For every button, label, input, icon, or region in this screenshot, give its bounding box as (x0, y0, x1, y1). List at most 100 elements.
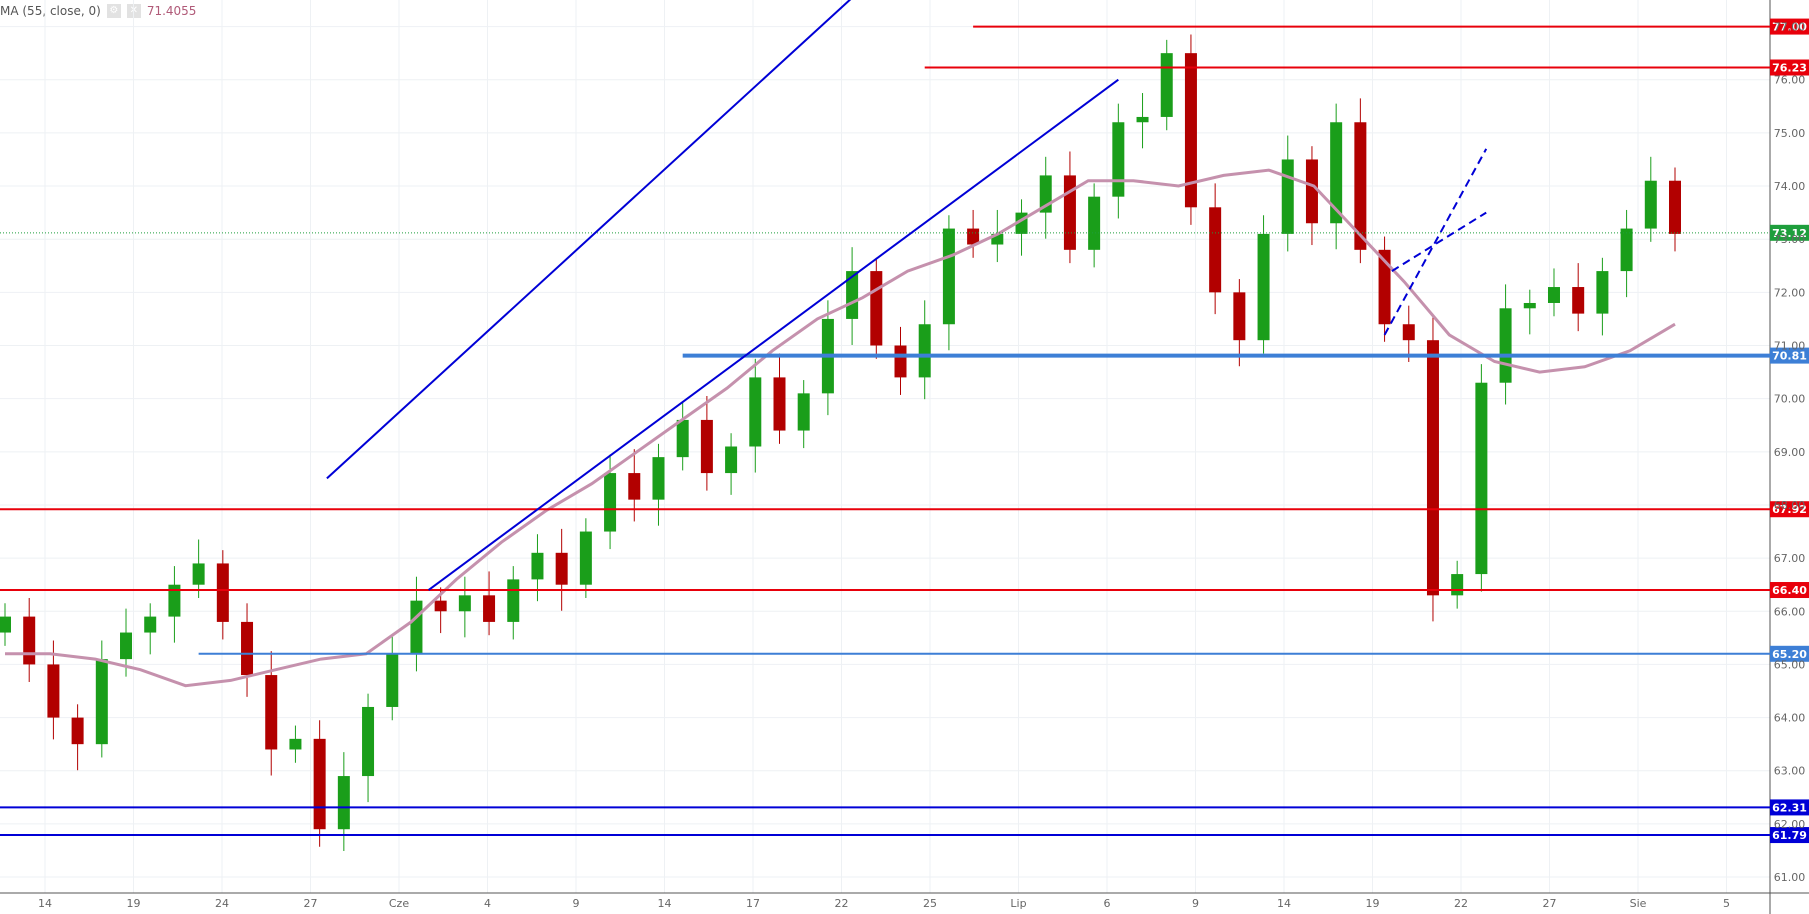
candle-body (144, 616, 157, 633)
x-tick-label: 14 (38, 897, 52, 910)
candle-body (47, 664, 60, 718)
candle-body (168, 584, 181, 617)
level-price-text: 77.00 (1772, 21, 1807, 34)
gear-icon[interactable]: ⚙ (106, 4, 121, 18)
candle-body (362, 706, 375, 777)
candle-body (918, 324, 931, 378)
candle-body (1620, 228, 1633, 272)
y-tick-label: 70.00 (1774, 393, 1806, 406)
y-tick-label: 67.00 (1774, 552, 1806, 565)
candle-body (725, 446, 738, 474)
candle-body (1088, 196, 1101, 250)
candle-body (1669, 180, 1681, 234)
candle-body (1596, 271, 1609, 314)
y-tick-label: 69.00 (1774, 446, 1806, 459)
candle-body (579, 531, 592, 585)
channel-trend-line (326, 0, 852, 480)
x-tick-label: 14 (658, 897, 672, 910)
candle-body (483, 595, 496, 622)
x-tick-label: 24 (215, 897, 229, 910)
candle-body (749, 377, 762, 447)
x-tick-label: 17 (746, 897, 760, 910)
level-price-text: 61.79 (1772, 829, 1807, 842)
candle-body (1063, 175, 1076, 250)
level-price-text: 62.31 (1772, 801, 1807, 814)
candle-body (894, 345, 907, 378)
candle-body (1523, 302, 1536, 309)
channel-trend-line (1383, 148, 1488, 336)
level-price-label (1770, 827, 1809, 844)
candle-body (1305, 159, 1318, 224)
candle-body (241, 621, 254, 676)
y-tick-label: 71.00 (1774, 340, 1806, 353)
candle-body (1184, 53, 1197, 208)
candle-body (1402, 324, 1415, 341)
candle-body (1233, 292, 1246, 341)
y-tick-label: 75.00 (1774, 127, 1806, 140)
level-price-text: 73.12 (1772, 227, 1807, 240)
candle-body (942, 228, 955, 325)
candle-body (1160, 53, 1173, 117)
y-tick-label: 68.00 (1774, 499, 1806, 512)
x-tick-label: 4 (484, 897, 491, 910)
candle-body (337, 776, 350, 830)
x-tick-label: 22 (835, 897, 849, 910)
candle-body (216, 563, 229, 622)
level-price-label (1770, 501, 1809, 518)
candle-body (773, 377, 786, 431)
candle-body (1330, 122, 1343, 224)
candle-body (846, 271, 859, 319)
x-tick-label: 27 (1543, 897, 1557, 910)
candle-body (1572, 287, 1585, 314)
candle-body (1209, 207, 1222, 293)
x-tick-label: 14 (1277, 897, 1291, 910)
x-tick-label: 22 (1454, 897, 1468, 910)
candle-body (1354, 122, 1367, 250)
y-tick-label: 74.00 (1774, 180, 1806, 193)
x-tick-label: 9 (1192, 897, 1199, 910)
candle-body (652, 457, 665, 500)
x-tick-label: Lip (1010, 897, 1026, 910)
candle-body (289, 738, 302, 750)
candle-body (1257, 233, 1270, 341)
candle-body (991, 233, 1004, 245)
y-tick-label: 73.00 (1774, 233, 1806, 246)
level-price-text: 70.81 (1772, 350, 1807, 363)
candle-body (628, 473, 641, 500)
candle-body (1451, 574, 1464, 596)
x-tick-label: Cze (389, 897, 409, 910)
level-price-label (1770, 645, 1809, 662)
x-tick-label: 27 (304, 897, 318, 910)
candle-body (386, 653, 399, 707)
candle-body (555, 552, 568, 585)
y-tick-label: 63.00 (1774, 765, 1806, 778)
y-tick-label: 62.00 (1774, 818, 1806, 831)
candle-body (23, 616, 36, 665)
y-tick-label: 66.00 (1774, 605, 1806, 618)
ma-line (5, 168, 1676, 688)
candle-body (1475, 382, 1488, 575)
candle-body (1112, 122, 1125, 197)
candle-body (967, 228, 980, 245)
x-tick-label: Sie (1630, 897, 1647, 910)
candle-body (1426, 340, 1439, 596)
candle-body (71, 717, 84, 745)
x-tick-label: 6 (1104, 897, 1111, 910)
candle-body (604, 473, 617, 532)
y-tick-label: 65.00 (1774, 658, 1806, 671)
candle-body (192, 563, 205, 585)
candle-body (458, 595, 471, 612)
channel-trend-line (427, 78, 1119, 591)
level-price-label (1770, 18, 1809, 35)
candle-body (265, 675, 278, 750)
channel-trend-line (1391, 211, 1487, 272)
level-price-text: 66.40 (1772, 584, 1807, 597)
level-price-label (1770, 582, 1809, 599)
candle-body (1547, 287, 1560, 303)
y-tick-label: 64.00 (1774, 712, 1806, 725)
x-tick-label: 9 (573, 897, 580, 910)
level-price-text: 76.23 (1772, 62, 1807, 75)
candle-body (434, 600, 447, 612)
candle-body (676, 419, 689, 458)
